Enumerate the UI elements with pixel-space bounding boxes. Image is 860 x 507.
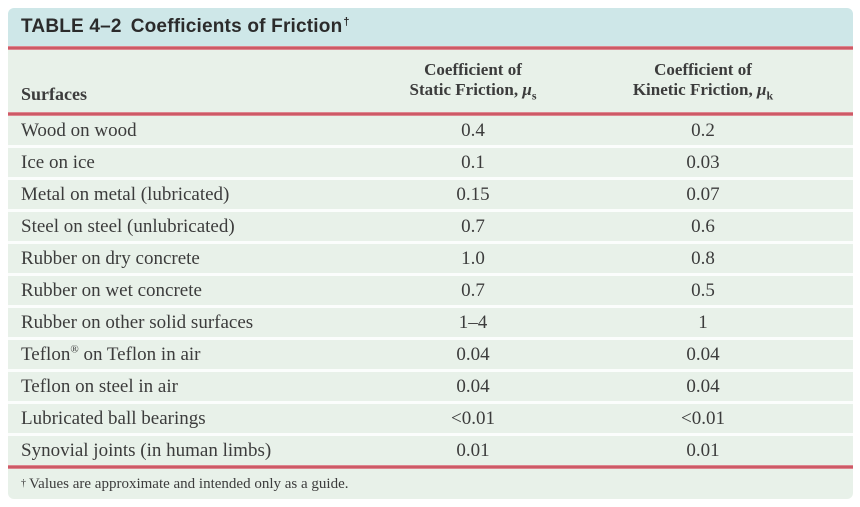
table-row: Lubricated ball bearings <0.01 <0.01 <box>8 404 853 433</box>
kinetic-friction-cell: 0.6 <box>691 215 715 237</box>
kinetic-header-line1: Coefficient of <box>654 59 752 79</box>
surface-cell: Rubber on other solid surfaces <box>21 311 254 333</box>
static-header-line1: Coefficient of <box>424 59 522 79</box>
static-header-label: Static Friction, <box>409 79 523 99</box>
static-friction-cell: 1.0 <box>461 247 485 269</box>
kinetic-friction-cell: 0.04 <box>686 343 720 365</box>
table-title-bar: TABLE 4–2 Coefficients of Friction† <box>8 8 853 46</box>
red-rule-header <box>8 112 853 116</box>
mu-symbol: μ <box>757 79 767 99</box>
registered-sup-icon: ® <box>70 343 79 356</box>
surface-cell: Teflon® on Teflon in air <box>21 343 201 365</box>
table-row: Teflon® on Teflon in air 0.04 0.04 <box>8 340 853 369</box>
kinetic-friction-cell: 0.03 <box>686 151 720 173</box>
table-row: Rubber on wet concrete 0.7 0.5 <box>8 276 853 305</box>
mu-symbol: μ <box>522 79 532 99</box>
static-friction-cell: 0.1 <box>461 151 485 173</box>
static-friction-cell: 0.04 <box>456 343 490 365</box>
column-header-row: Surfaces Coefficient of Static Friction,… <box>8 50 853 112</box>
table-title-text-label: Coefficients of Friction <box>130 16 343 37</box>
kinetic-header-line2: Kinetic Friction, μk <box>553 80 853 105</box>
kinetic-friction-cell: 1 <box>698 311 708 333</box>
surface-cell: Lubricated ball bearings <box>21 407 206 429</box>
static-header-line2: Static Friction, μs <box>393 80 553 105</box>
kinetic-header-label: Kinetic Friction, <box>632 79 757 99</box>
static-friction-cell: 0.7 <box>461 215 485 237</box>
column-header-kinetic: Coefficient of Kinetic Friction, μk <box>553 60 853 105</box>
table-title-number: TABLE 4–2 <box>21 16 122 37</box>
static-friction-cell: <0.01 <box>451 407 495 429</box>
kinetic-friction-cell: 0.07 <box>686 183 720 205</box>
red-rule-bottom <box>8 465 853 469</box>
static-friction-cell: 0.7 <box>461 279 485 301</box>
surface-cell: Rubber on wet concrete <box>21 279 202 301</box>
surface-cell: Steel on steel (unlubricated) <box>21 215 235 237</box>
mu-subscript-s: s <box>531 88 537 102</box>
table-body: Wood on wood 0.4 0.2 Ice on ice 0.1 0.03 Metal… <box>8 116 853 465</box>
table-row: Synovial joints (in human limbs) 0.01 0.01 <box>8 436 853 465</box>
static-friction-cell: 0.4 <box>461 119 485 141</box>
static-friction-cell: 0.04 <box>456 375 490 397</box>
surface-cell: Wood on wood <box>21 119 137 141</box>
static-friction-cell: 0.15 <box>456 183 490 205</box>
kinetic-friction-cell: <0.01 <box>681 407 725 429</box>
table-row: Ice on ice 0.1 0.03 <box>8 148 853 177</box>
kinetic-friction-cell: 0.04 <box>686 375 720 397</box>
static-friction-cell: 1–4 <box>458 311 488 333</box>
static-friction-cell: 0.01 <box>456 439 490 461</box>
surface-cell: Teflon on steel in air <box>21 375 178 397</box>
red-rule-top <box>8 46 853 50</box>
friction-table-card: TABLE 4–2 Coefficients of Friction† Surf… <box>8 8 853 499</box>
surface-cell: Rubber on dry concrete <box>21 247 200 269</box>
kinetic-friction-cell: 0.2 <box>691 119 715 141</box>
column-header-static: Coefficient of Static Friction, μs <box>393 60 553 105</box>
table-row: Teflon on steel in air 0.04 0.04 <box>8 372 853 401</box>
surface-cell: Metal on metal (lubricated) <box>21 183 230 205</box>
kinetic-friction-cell: 0.8 <box>691 247 715 269</box>
footnote-text: Values are approximate and intended only… <box>29 475 349 492</box>
table-title-text: Coefficients of Friction† <box>131 16 350 38</box>
surface-cell: Synovial joints (in human limbs) <box>21 439 272 461</box>
mu-subscript-k: k <box>766 88 774 102</box>
table-row: Steel on steel (unlubricated) 0.7 0.6 <box>8 212 853 241</box>
column-header-surfaces: Surfaces <box>21 84 87 104</box>
surface-cell: Ice on ice <box>21 151 95 173</box>
footnote: † Values are approximate and intended on… <box>8 469 853 499</box>
table-row: Rubber on other solid surfaces 1–4 1 <box>8 308 853 337</box>
kinetic-friction-cell: 0.5 <box>691 279 715 301</box>
kinetic-friction-cell: 0.01 <box>686 439 720 461</box>
table-row: Metal on metal (lubricated) 0.15 0.07 <box>8 180 853 209</box>
table-row: Wood on wood 0.4 0.2 <box>8 116 853 145</box>
dagger-sup-icon: † <box>343 15 350 28</box>
table-row: Rubber on dry concrete 1.0 0.8 <box>8 244 853 273</box>
